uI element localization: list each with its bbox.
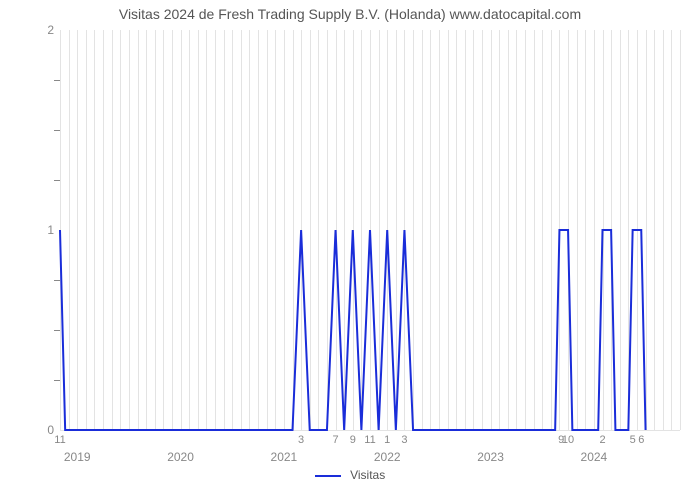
legend-label: Visitas — [350, 468, 385, 482]
x-sub-label: 11 — [54, 434, 65, 446]
x-sub-label: 9 — [350, 434, 356, 446]
y-tick-label: 0 — [40, 423, 54, 437]
y-minor-dash — [54, 280, 60, 281]
x-sub-label: 7 — [332, 434, 338, 446]
y-tick-label: 2 — [40, 23, 54, 37]
chart-container: Visitas 2024 de Fresh Trading Supply B.V… — [0, 0, 700, 500]
plot-svg — [60, 30, 680, 430]
x-sub-label: 6 — [638, 434, 644, 446]
x-year-label: 2024 — [581, 450, 608, 464]
x-year-label: 2022 — [374, 450, 401, 464]
series-line — [60, 230, 646, 430]
x-sub-label: 3 — [401, 434, 407, 446]
chart-title: Visitas 2024 de Fresh Trading Supply B.V… — [0, 6, 700, 22]
legend-swatch — [315, 475, 341, 477]
x-sub-label: 11 — [364, 434, 375, 446]
legend: Visitas — [0, 468, 700, 482]
y-minor-dash — [54, 130, 60, 131]
y-tick-label: 1 — [40, 223, 54, 237]
x-sub-label: 10 — [562, 434, 574, 446]
y-minor-dash — [54, 330, 60, 331]
x-sub-label: 2 — [599, 434, 605, 446]
plot-area: 012 113791113910256 20192020202120222023… — [60, 30, 680, 430]
x-year-label: 2023 — [477, 450, 504, 464]
x-sub-label: 3 — [298, 434, 304, 446]
y-minor-dash — [54, 380, 60, 381]
x-year-label: 2021 — [271, 450, 298, 464]
x-sub-label: 1 — [384, 434, 390, 446]
x-sub-label: 5 — [630, 434, 636, 446]
y-minor-dash — [54, 80, 60, 81]
gridline — [680, 30, 681, 430]
x-year-label: 2020 — [167, 450, 194, 464]
x-year-label: 2019 — [64, 450, 91, 464]
y-minor-dash — [54, 180, 60, 181]
